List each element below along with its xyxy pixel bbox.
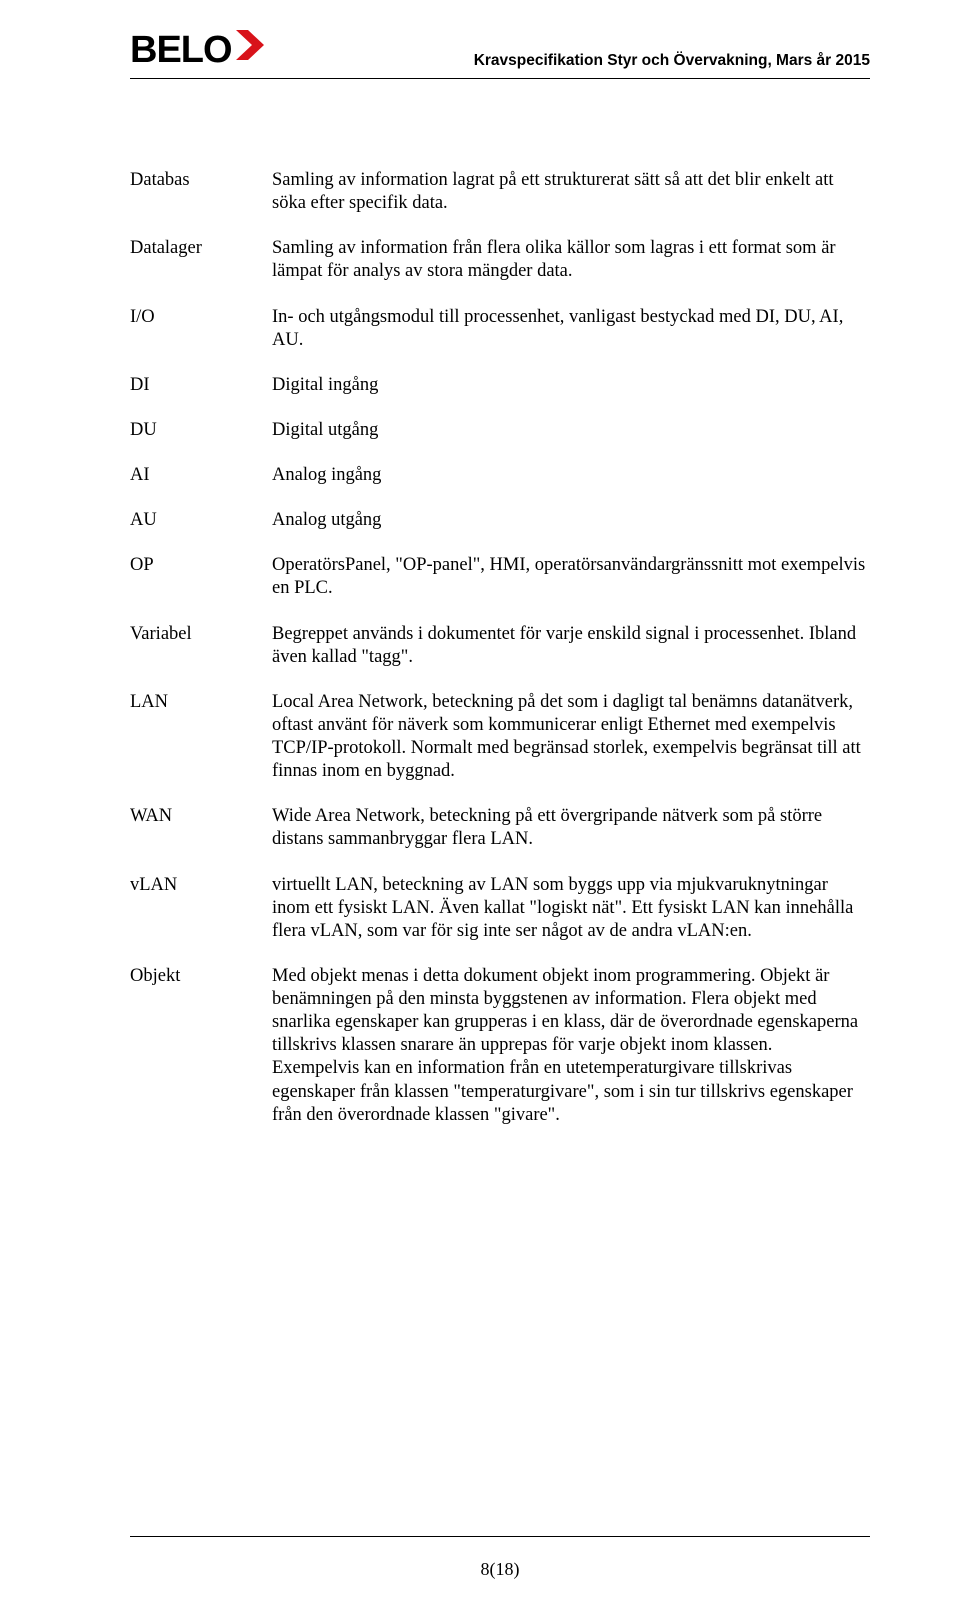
definition-row: Databas Samling av information lagrat på… [130,169,870,215]
definitions-list: Databas Samling av information lagrat på… [130,169,870,1127]
definition-description: OperatörsPanel, "OP-panel", HMI, operatö… [272,554,870,600]
definition-description: Wide Area Network, beteckning på ett öve… [272,805,870,851]
definition-term: AI [130,464,272,487]
definition-row: LAN Local Area Network, beteckning på de… [130,691,870,784]
definition-term: DI [130,374,272,397]
definition-description: Analog utgång [272,509,870,532]
definition-row: AU Analog utgång [130,509,870,532]
page-number: 8(18) [130,1559,870,1580]
definition-term: DU [130,419,272,442]
definition-description: Analog ingång [272,464,870,487]
definition-description: Digital utgång [272,419,870,442]
definition-row: Variabel Begreppet används i dokumentet … [130,623,870,669]
document-title: Kravspecifikation Styr och Övervakning, … [474,52,870,70]
definition-description: Begreppet används i dokumentet för varje… [272,623,870,669]
logo: BELO [130,28,268,72]
definition-term: Datalager [130,237,272,283]
definition-description: virtuellt LAN, beteckning av LAN som byg… [272,874,870,943]
definition-description: Med objekt menas i detta dokument objekt… [272,965,870,1127]
header-divider [130,78,870,79]
logo-arrow-icon [234,28,268,72]
definition-term: Variabel [130,623,272,669]
definition-row: DU Digital utgång [130,419,870,442]
logo-text: BELO [130,29,232,72]
definition-row: I/O In- och utgångsmodul till processenh… [130,306,870,352]
footer-divider [130,1536,870,1537]
document-page: BELO Kravspecifikation Styr och Övervakn… [0,0,960,1189]
definition-term: Databas [130,169,272,215]
definition-description: Samling av information lagrat på ett str… [272,169,870,215]
definition-row: WAN Wide Area Network, beteckning på ett… [130,805,870,851]
definition-term: OP [130,554,272,600]
definition-row: DI Digital ingång [130,374,870,397]
definition-row: Objekt Med objekt menas i detta dokument… [130,965,870,1127]
definition-row: OP OperatörsPanel, "OP-panel", HMI, oper… [130,554,870,600]
page-footer: 8(18) [130,1536,870,1580]
definition-description: Local Area Network, beteckning på det so… [272,691,870,784]
definition-term: LAN [130,691,272,784]
definition-term: AU [130,509,272,532]
definition-term: I/O [130,306,272,352]
definition-description: In- och utgångsmodul till processenhet, … [272,306,870,352]
page-header: BELO Kravspecifikation Styr och Övervakn… [130,28,870,72]
definition-description: Samling av information från flera olika … [272,237,870,283]
definition-description: Digital ingång [272,374,870,397]
definition-term: WAN [130,805,272,851]
definition-term: Objekt [130,965,272,1127]
definition-row: AI Analog ingång [130,464,870,487]
definition-row: vLAN virtuellt LAN, beteckning av LAN so… [130,874,870,943]
definition-row: Datalager Samling av information från fl… [130,237,870,283]
definition-term: vLAN [130,874,272,943]
